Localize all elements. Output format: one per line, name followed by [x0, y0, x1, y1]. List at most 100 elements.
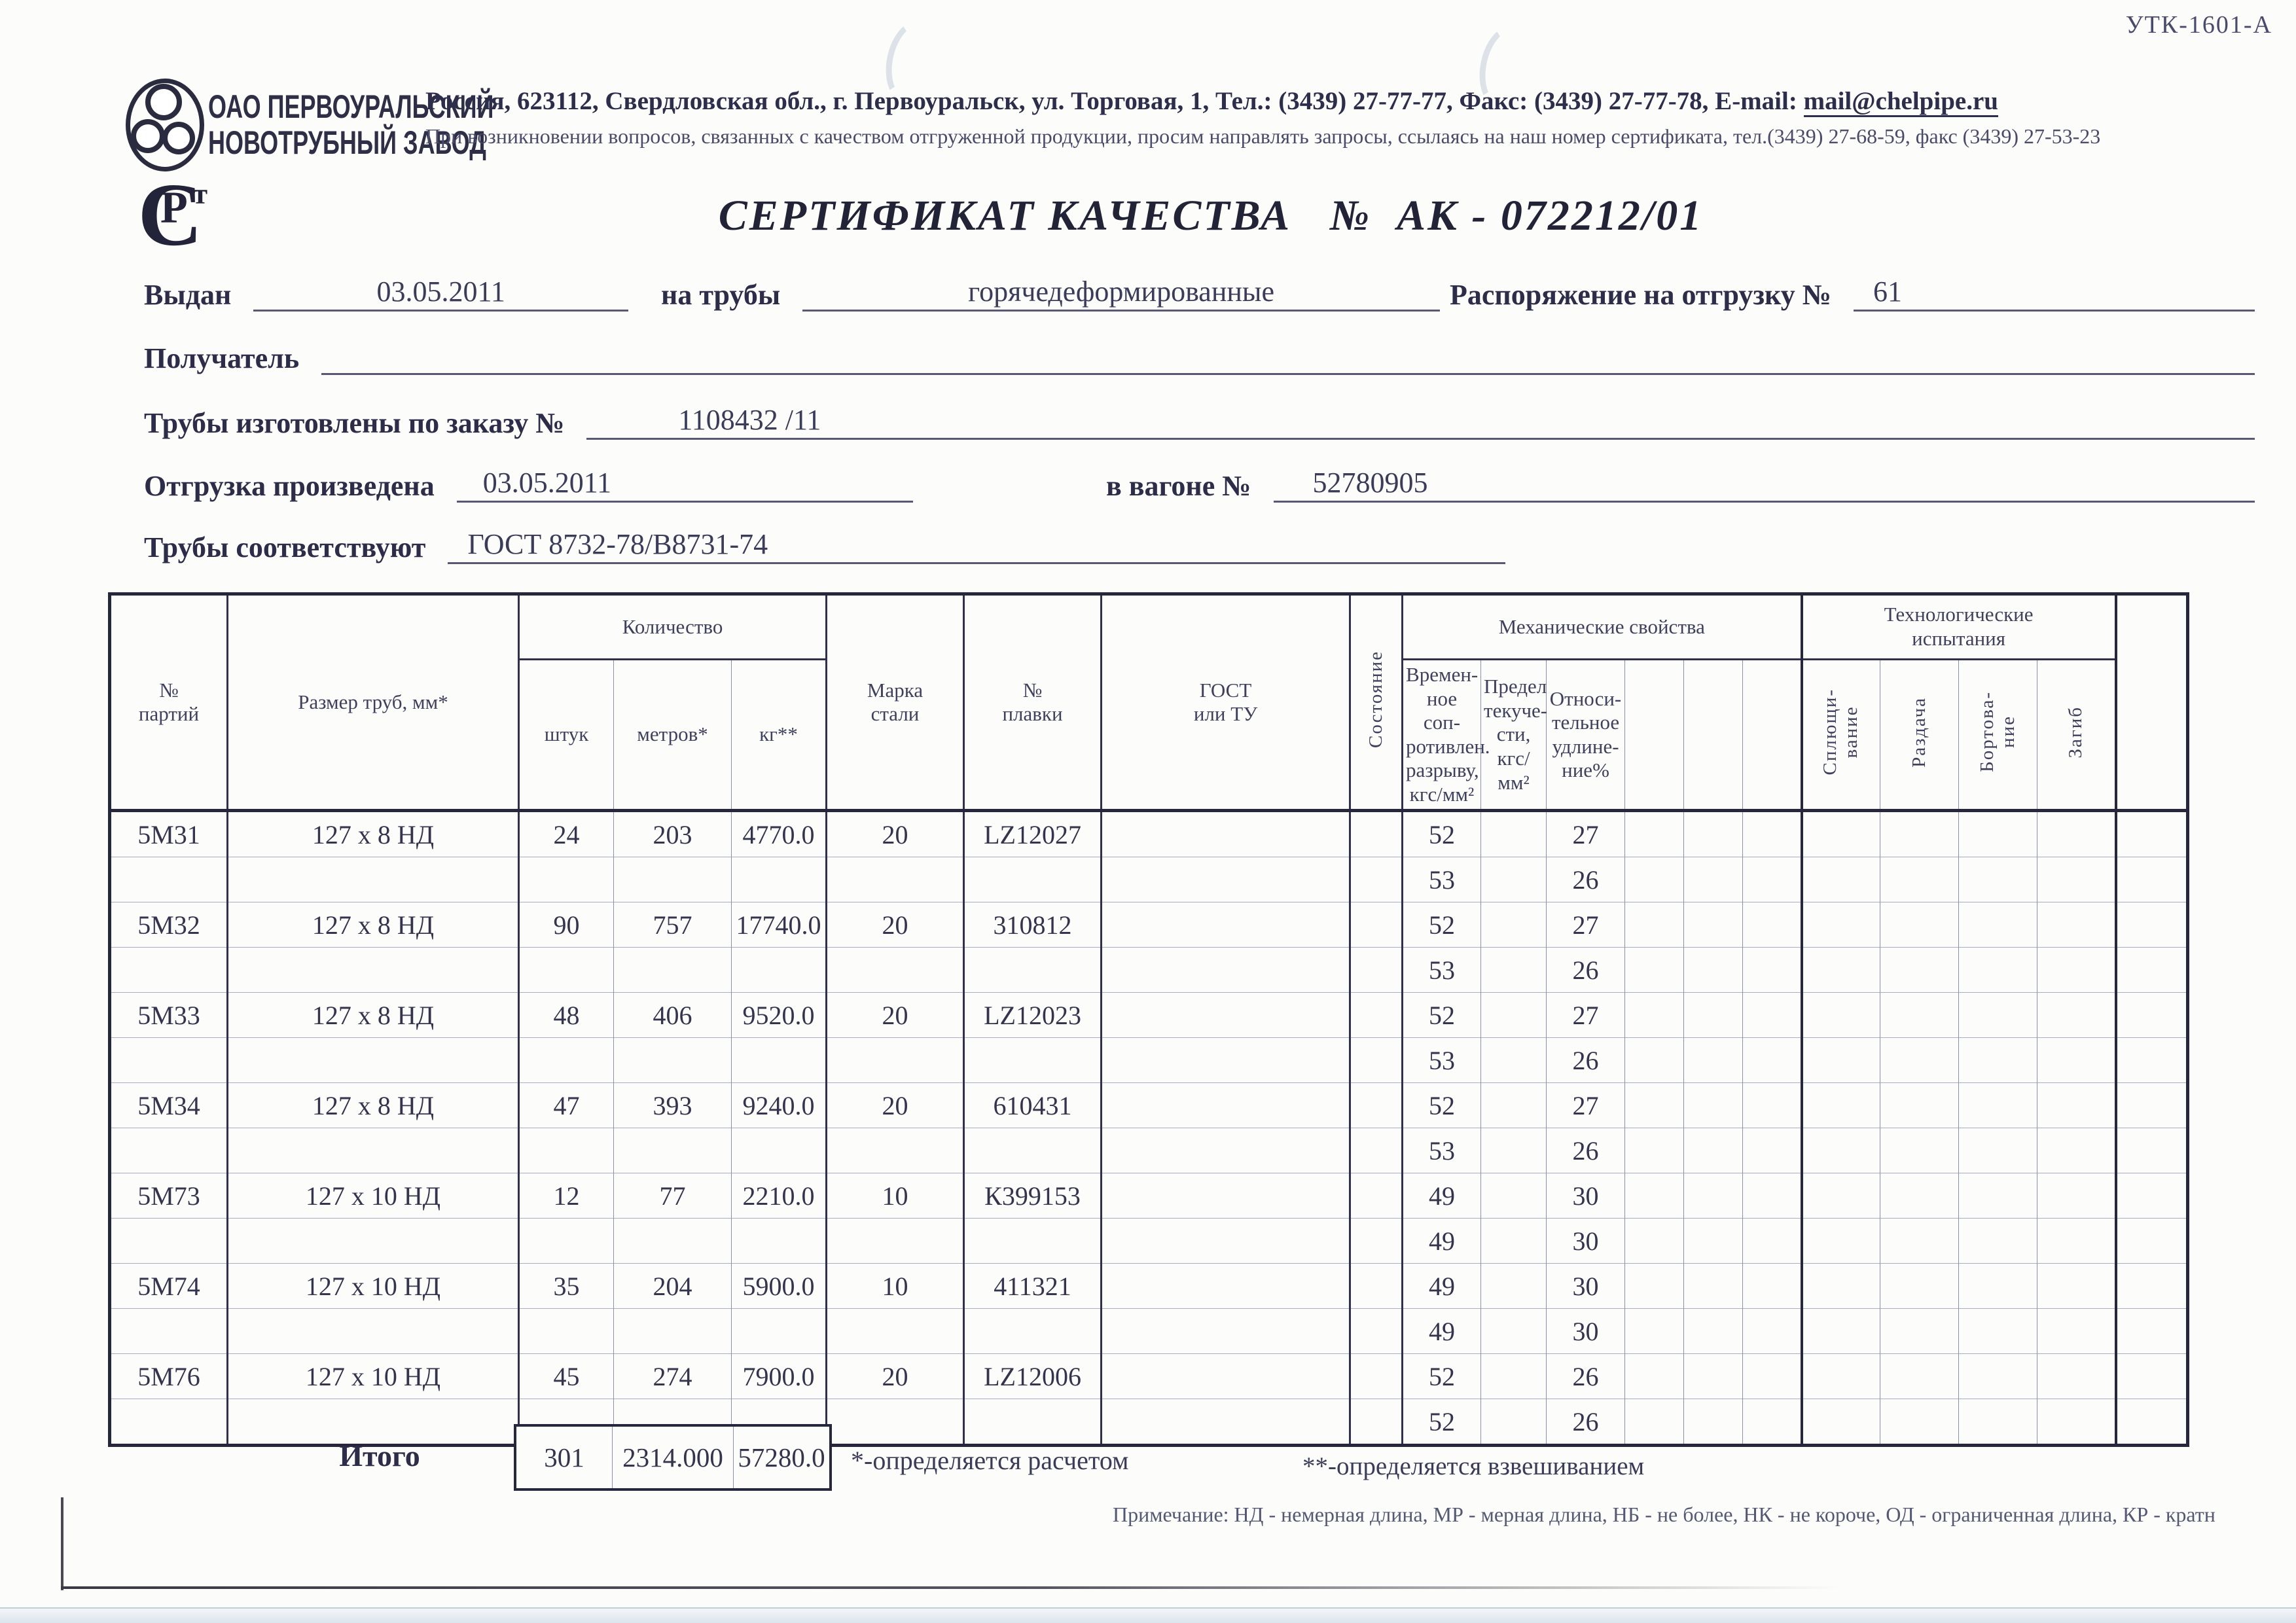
- table-cell: 5900.0: [731, 1263, 828, 1309]
- footnote-calculated: *-определяется расчетом: [851, 1446, 1129, 1475]
- table-cell: [2116, 857, 2188, 902]
- table-cell: [1958, 1082, 2038, 1128]
- totals-label: Итого: [339, 1439, 420, 1472]
- table-cell: [518, 857, 614, 902]
- col-header-blank: [2116, 594, 2188, 811]
- table-cell: 27: [1546, 902, 1626, 948]
- table-cell: [826, 1218, 965, 1264]
- table-cell: 393: [613, 1082, 732, 1128]
- table-cell: [1350, 1037, 1404, 1083]
- table-cell: [731, 1128, 828, 1173]
- table-cell: [2116, 948, 2188, 993]
- table-cell: 9240.0: [731, 1082, 828, 1128]
- totals-pieces: 301: [516, 1427, 613, 1488]
- table-cell: [1624, 810, 1685, 857]
- scan-corner-mark: [61, 1586, 1841, 1589]
- table-cell: [1480, 810, 1547, 857]
- table-cell: 5М76: [109, 1353, 228, 1399]
- table-cell: [1624, 1037, 1685, 1083]
- col-header-empty: [1624, 659, 1685, 811]
- table-cell: [1683, 1173, 1744, 1219]
- table-cell: 27: [1546, 992, 1626, 1038]
- table-cell: 30: [1546, 1263, 1626, 1309]
- table-cell: [2037, 810, 2117, 857]
- table-row: 53 26: [109, 1128, 2188, 1173]
- table-cell: [1350, 1128, 1404, 1173]
- table-cell: [1880, 1082, 1960, 1128]
- col-header-tensile: Времен- ное соп- ротивлен. разрыву, кгс/…: [1402, 659, 1490, 811]
- table-row: 53 26: [109, 1037, 2188, 1083]
- table-cell: 406: [613, 992, 732, 1038]
- table-cell: 26: [1546, 1399, 1626, 1446]
- footnote-weighed: **-определяется взвешиванием: [1302, 1452, 1645, 1480]
- table-cell: [1742, 1353, 1803, 1399]
- table-row: 49 30: [109, 1218, 2188, 1264]
- rst-letter-c: С: [138, 165, 203, 263]
- table-cell: [2116, 1038, 2188, 1083]
- table-cell: 53: [1402, 947, 1482, 993]
- shipped-value: 03.05.2011: [456, 466, 913, 503]
- form-code: УТК-1601-А: [2125, 11, 2272, 39]
- table-cell: [518, 1308, 614, 1354]
- table-body: 5М31 127 x 8 НД 24 203 4770.0 20 LZ12027 52 27 53…: [109, 810, 2188, 1446]
- table-cell: [1683, 902, 1744, 948]
- col-header-gost: ГОСТ или ТУ: [1101, 594, 1352, 811]
- table-cell: [1683, 947, 1744, 993]
- table-cell: [1801, 947, 1881, 993]
- col-header-expansion: Раздача: [1880, 659, 1960, 811]
- table-cell: [1624, 1399, 1685, 1446]
- table-cell: [1683, 1128, 1744, 1173]
- table-cell: [1801, 1263, 1881, 1309]
- table-cell: 90: [518, 902, 614, 948]
- table-cell: [1350, 1353, 1404, 1399]
- table-cell: [1683, 1218, 1744, 1264]
- pipe-batches-table: № партий Размер труб, мм* Количество Мар…: [108, 592, 2190, 1448]
- table-cell: [1880, 1128, 1960, 1173]
- table-cell: [1101, 1082, 1352, 1128]
- table-cell: [2037, 1353, 2117, 1399]
- table-cell: 127 x 8 НД: [227, 810, 520, 857]
- table-cell: [1480, 1128, 1547, 1173]
- table-cell: [2116, 993, 2188, 1038]
- shipment-order-label: Распоряжение на отгрузку №: [1450, 279, 1831, 311]
- wagon-value: 52780905: [1273, 466, 2255, 503]
- table-cell: [1683, 810, 1744, 857]
- table-cell: 53: [1402, 1128, 1482, 1173]
- table-cell: [1880, 1263, 1960, 1309]
- table-cell: [1624, 857, 1685, 902]
- table-cell: [1801, 1218, 1881, 1264]
- table-cell: [1624, 947, 1685, 993]
- table-cell: 47: [518, 1082, 614, 1128]
- col-header-grade: Марка стали: [826, 594, 965, 811]
- table-cell: 5М74: [109, 1263, 228, 1309]
- table-cell: [613, 1218, 732, 1264]
- table-cell: 411321: [963, 1263, 1103, 1309]
- rst-certification-mark-icon: С Р т: [131, 165, 217, 266]
- table-cell: 52: [1402, 1353, 1482, 1399]
- table-cell: 49: [1402, 1308, 1482, 1354]
- table-cell: 9520.0: [731, 992, 828, 1038]
- table-cell: [1624, 902, 1685, 948]
- table-cell: [731, 857, 828, 902]
- table-cell: [613, 1308, 732, 1354]
- company-name: ОАО ПЕРВОУРАЛЬСКИЙ НОВОТРУБНЫЙ ЗАВОД: [208, 89, 493, 161]
- table-cell: [2116, 1399, 2188, 1446]
- table-cell: 77: [613, 1173, 732, 1219]
- table-row: 5М33 127 x 8 НД 48 406 9520.0 20 LZ12023 52 27: [109, 992, 2188, 1038]
- table-cell: [1801, 1173, 1881, 1219]
- table-cell: [1880, 1173, 1960, 1219]
- col-header-state: Состояние: [1350, 594, 1404, 811]
- rst-letter-t: т: [193, 177, 207, 210]
- table-row: 5М74 127 x 10 НД 35 204 5900.0 10 411321 49 30: [109, 1263, 2188, 1309]
- table-cell: [109, 1308, 228, 1354]
- table-cell: [1683, 1308, 1744, 1354]
- table-cell: [1350, 1218, 1404, 1264]
- table-cell: [1801, 992, 1881, 1038]
- table-row: 5М31 127 x 8 НД 24 203 4770.0 20 LZ12027 52 27: [109, 810, 2188, 857]
- col-header-empty: [1742, 659, 1803, 811]
- col-header-yield: Предел текуче- сти, кгс/мм²: [1480, 659, 1547, 811]
- scan-corner-mark: [61, 1497, 63, 1590]
- table-row: 5М73 127 x 10 НД 12 77 2210.0 10 К399153 49 30: [109, 1173, 2188, 1219]
- table-cell: 127 x 8 НД: [227, 902, 520, 948]
- company-email-link[interactable]: mail@chelpipe.ru: [1803, 87, 1998, 117]
